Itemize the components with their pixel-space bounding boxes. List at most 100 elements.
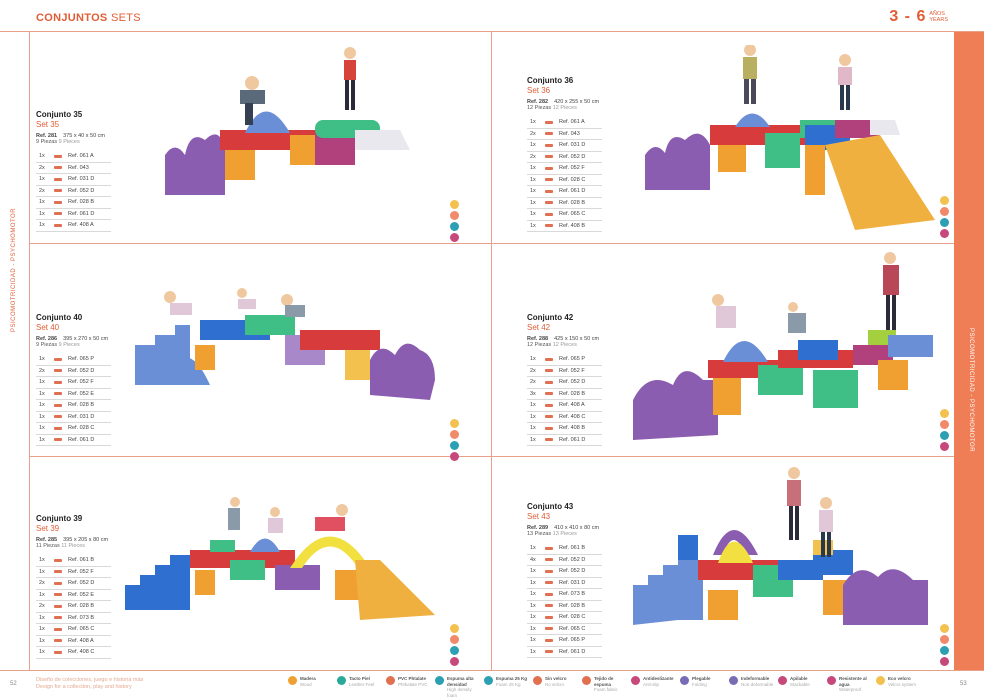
part-quantity: 1x (39, 402, 45, 409)
part-quantity: 1x (39, 222, 45, 229)
set-reference: Ref. 288 425 x 150 x 50 cm (527, 336, 600, 342)
legend-label: Apilable Stackable (790, 676, 810, 687)
part-row: 1x Ref. 065 C (527, 624, 602, 635)
part-quantity: 1x (530, 602, 536, 609)
set-pieces: 9 Piezas 9 Pieces (36, 139, 80, 145)
part-quantity: 2x (530, 130, 536, 137)
part-reference: Ref. 061 D (559, 188, 586, 195)
legend-label: Tejido de espuma Foam fabric (594, 676, 618, 692)
legend-label: Indeformable Non-deformable (741, 676, 774, 687)
part-row: 1x Ref. 028 B (527, 601, 602, 612)
part-shape-icon (539, 403, 559, 407)
feature-badge-icon (450, 657, 459, 666)
feature-badge-icon (940, 207, 949, 216)
feature-badge-icon (450, 646, 459, 655)
set-name: Conjunto 43 (527, 502, 574, 511)
part-reference: Ref. 065 C (68, 626, 95, 633)
part-quantity: 1x (530, 188, 536, 195)
part-shape-icon (539, 201, 559, 205)
part-quantity: 1x (39, 210, 45, 217)
part-shape-icon (48, 604, 68, 608)
page-footer: 52 Diseño de colecciones, juego e histor… (0, 670, 984, 700)
legend-label: Resistente al agua Waterproof (839, 676, 867, 692)
set-panel: Conjunto 39 Set 39 Ref. 285 395 x 205 x 80 … (36, 514, 111, 659)
feature-badges (450, 624, 459, 666)
part-shape-icon (48, 616, 68, 620)
legend-item: Apilable Stackable (778, 676, 823, 698)
legend-item: Tejido de espuma Foam fabric (582, 676, 627, 698)
part-reference: Ref. 052 D (68, 580, 95, 587)
part-row: 1x Ref. 028 B (527, 198, 602, 209)
part-row: 1x Ref. 028 B (36, 400, 111, 412)
feature-badge-icon (450, 233, 459, 242)
part-shape-icon (539, 558, 559, 562)
part-reference: Ref. 052 F (559, 367, 585, 374)
part-reference: Ref. 031 D (68, 176, 95, 183)
part-reference: Ref. 408 A (559, 402, 585, 409)
material-icon (533, 676, 542, 685)
part-row: 1x Ref. 408 B (527, 221, 602, 232)
part-quantity: 1x (530, 568, 536, 575)
part-shape-icon (539, 546, 559, 550)
set-39-illustration (125, 497, 435, 620)
part-reference: Ref. 052 D (559, 153, 586, 160)
part-row: 1x Ref. 061 D (36, 209, 111, 220)
part-shape-icon (48, 438, 68, 442)
section-title: CONJUNTOS SETS (36, 12, 141, 24)
material-icon (876, 676, 885, 685)
part-quantity: 1x (530, 199, 536, 206)
part-quantity: 1x (530, 425, 536, 432)
part-reference: Ref. 052 F (68, 568, 94, 575)
part-reference: Ref. 408 C (559, 413, 586, 420)
part-shape-icon (48, 639, 68, 643)
part-row: 3x Ref. 028 B (527, 389, 602, 400)
set-reference: Ref. 282 420 x 255 x 50 cm (527, 99, 600, 105)
part-reference: Ref. 408 A (68, 222, 94, 229)
part-shape-icon (539, 604, 559, 608)
part-quantity: 1x (530, 637, 536, 644)
footer-note: Diseño de colecciones, juego e historia … (36, 677, 144, 690)
part-quantity: 1x (39, 425, 45, 432)
part-quantity: 1x (530, 413, 536, 420)
part-shape-icon (539, 189, 559, 193)
part-reference: Ref. 052 E (68, 390, 94, 397)
legend-label: PVC Phtalate Phthalate PVC (398, 676, 428, 687)
part-shape-icon (539, 392, 559, 396)
set-name: Conjunto 36 (527, 76, 574, 85)
part-row: 1x Ref. 061 D (527, 647, 602, 658)
part-quantity: 1x (39, 153, 45, 160)
part-shape-icon (539, 178, 559, 182)
part-shape-icon (48, 357, 68, 361)
part-reference: Ref. 052 D (559, 556, 586, 563)
set-panel: Conjunto 42 Set 42 Ref. 288 425 x 150 x 50 … (527, 313, 602, 446)
part-quantity: 1x (530, 222, 536, 229)
legend-item: PVC Phtalate Phthalate PVC (386, 676, 431, 698)
part-quantity: 1x (39, 557, 45, 564)
part-row: 1x Ref. 408 A (36, 220, 111, 232)
legend-label: Madera Wood (300, 676, 316, 687)
part-shape-icon (48, 189, 68, 193)
part-reference: Ref. 052 F (559, 165, 585, 172)
part-row: 1x Ref. 052 D (527, 566, 602, 578)
part-quantity: 2x (530, 367, 536, 374)
part-quantity: 1x (530, 436, 536, 443)
parts-list: 1x Ref. 061 B 1x Ref. 052 F 2x Ref. 052 … (36, 555, 111, 659)
part-shape-icon (539, 438, 559, 442)
part-quantity: 1x (39, 176, 45, 183)
set-pieces: 13 Piezas 13 Pieces (527, 531, 577, 537)
part-quantity: 1x (530, 211, 536, 218)
set-panel: Conjunto 36 Set 36 Ref. 282 420 x 255 x 50 … (527, 76, 602, 232)
part-reference: Ref. 028 C (559, 614, 586, 621)
part-row: 1x Ref. 031 D (527, 140, 602, 152)
part-shape-icon (48, 154, 68, 158)
part-row: 1x Ref. 052 E (36, 389, 111, 400)
set-name-en: Set 36 (527, 86, 551, 95)
part-reference: Ref. 061 D (68, 436, 95, 443)
parts-list: 1x Ref. 065 P 2x Ref. 052 D 1x Ref. 052 … (36, 354, 111, 446)
part-row: 2x Ref. 043 (36, 163, 111, 174)
parts-list: 1x Ref. 061 A 2x Ref. 043 1x Ref. 031 D … (527, 117, 602, 232)
part-shape-icon (48, 403, 68, 407)
part-quantity: 1x (39, 390, 45, 397)
part-row: 1x Ref. 065 C (36, 624, 111, 636)
part-reference: Ref. 061 D (68, 210, 95, 217)
